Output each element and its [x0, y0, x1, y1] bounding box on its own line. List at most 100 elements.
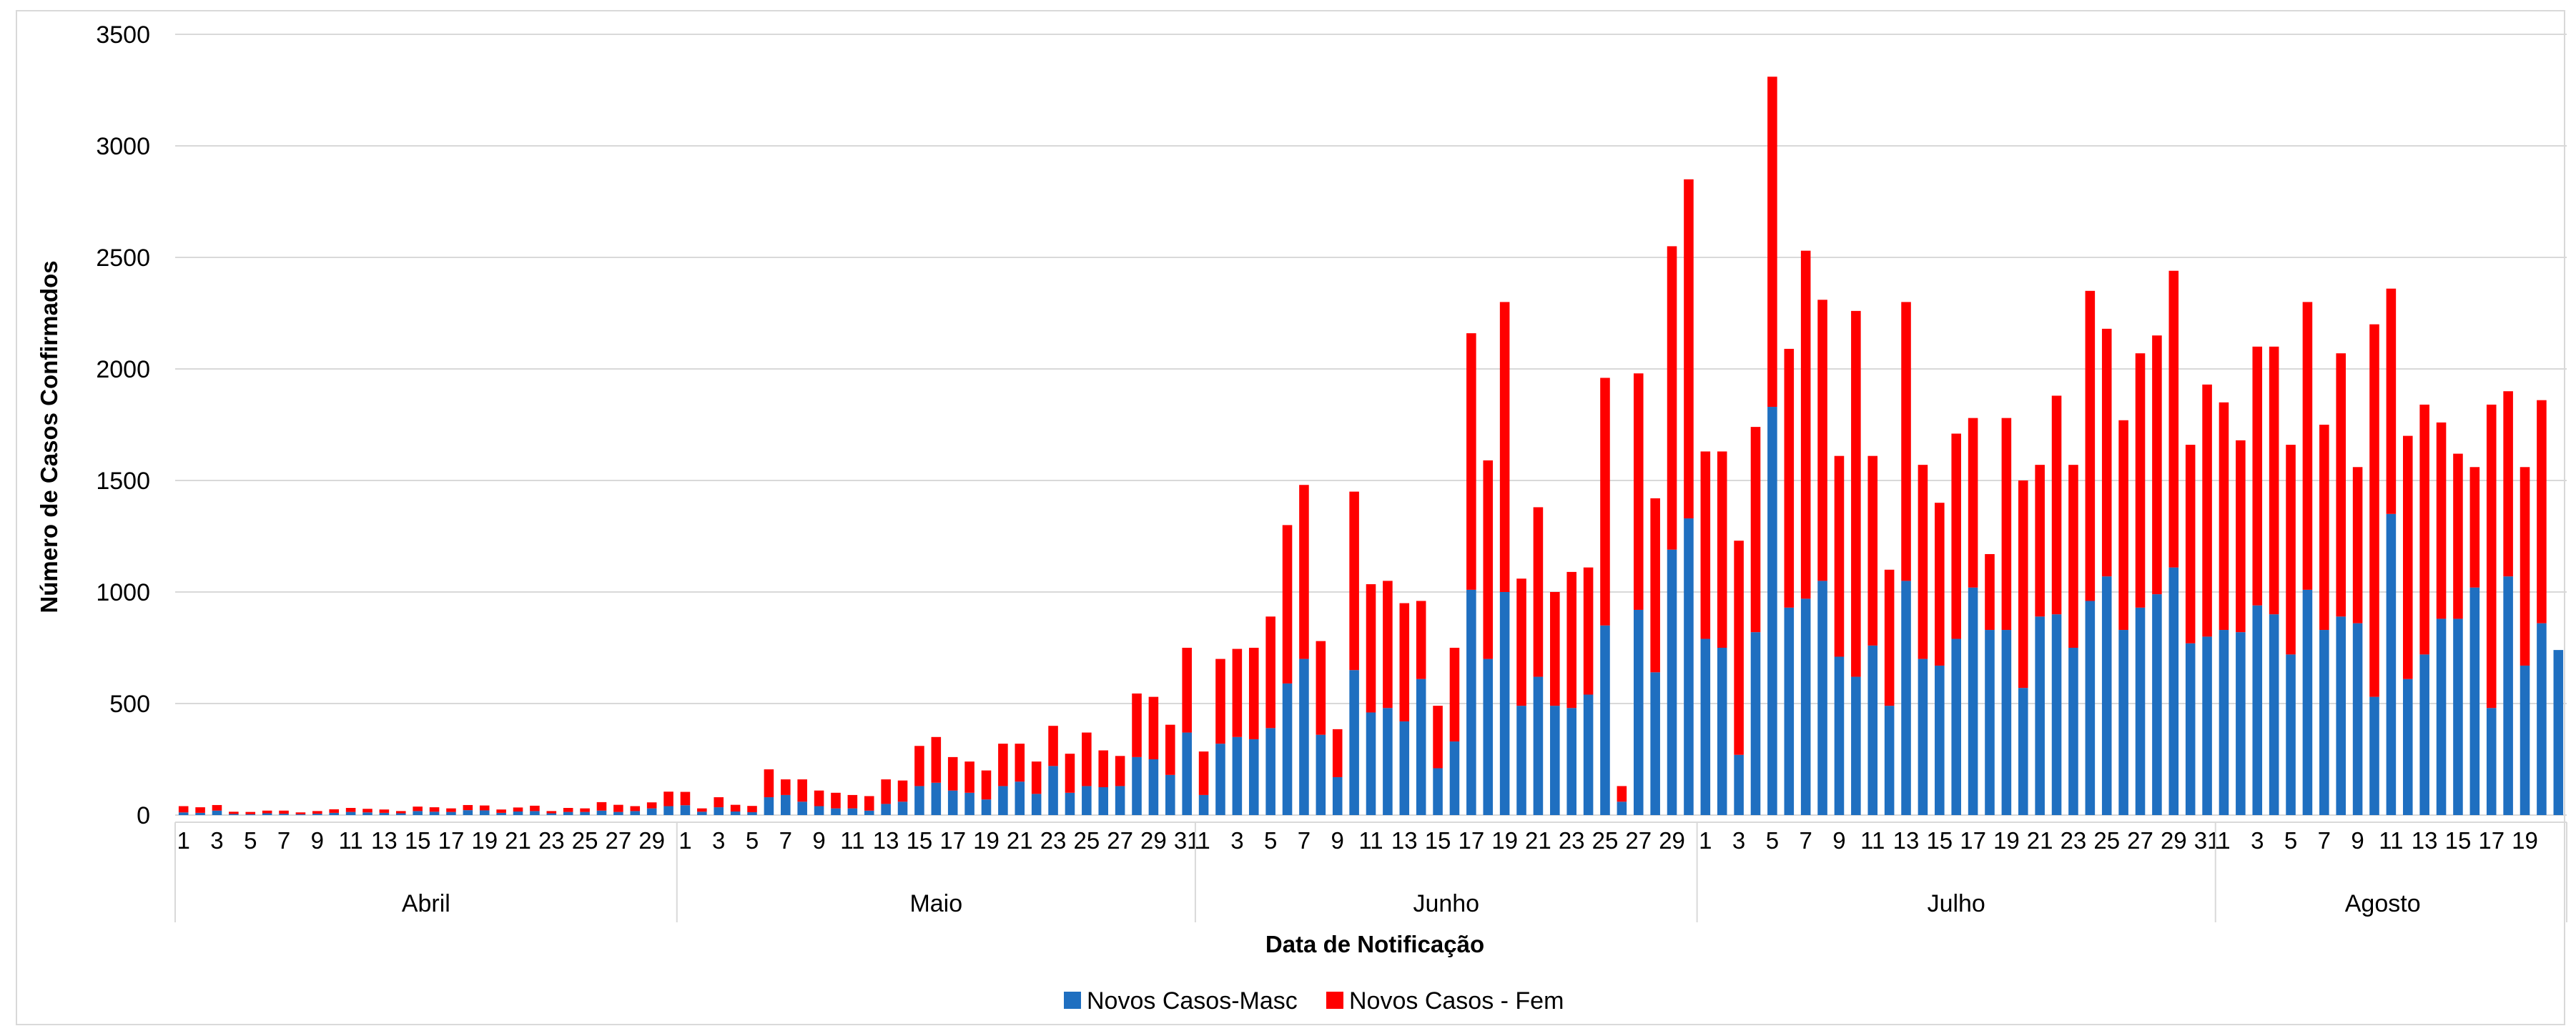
- bar-masc: [1717, 648, 1727, 815]
- bar-masc: [847, 808, 858, 815]
- x-tick-label: 11: [338, 827, 362, 854]
- bar-masc: [897, 801, 908, 815]
- x-tick-label: 1: [2217, 827, 2230, 854]
- bar-fem: [2402, 435, 2413, 679]
- bar-masc: [413, 811, 423, 815]
- bar-masc: [831, 808, 841, 815]
- x-tick-label: 9: [2351, 827, 2364, 854]
- x-tick-label: 29: [2161, 827, 2187, 854]
- bar-masc: [1015, 781, 1025, 815]
- bar-fem: [2436, 422, 2447, 619]
- bar-fem: [1483, 460, 1494, 659]
- bar-masc: [1198, 794, 1209, 815]
- bar-fem: [2419, 404, 2429, 655]
- bar-masc: [680, 805, 691, 815]
- bar-fem: [2386, 288, 2397, 514]
- bar-masc: [1282, 683, 1293, 815]
- bar-masc: [530, 811, 540, 815]
- y-axis-ticks: 0 500 1000 1500 2000 2500 3000 3500: [96, 21, 150, 829]
- bar-fem: [2068, 465, 2078, 648]
- bar-fem: [1366, 584, 1376, 713]
- bar-fem: [1700, 451, 1711, 639]
- x-tick-label: 5: [1264, 827, 1277, 854]
- x-tick-label: 7: [1800, 827, 1812, 854]
- bar-fem: [1684, 179, 1694, 519]
- bar-fem: [2319, 425, 2329, 631]
- x-tick-label: 17: [1960, 827, 1986, 854]
- bar-masc: [1750, 632, 1761, 815]
- bar-masc: [730, 812, 741, 815]
- x-tick-label: 31: [1174, 827, 1200, 854]
- bar-masc: [563, 812, 573, 815]
- bar-masc: [2051, 614, 2062, 815]
- bar-masc: [580, 812, 590, 815]
- bar-masc: [1299, 658, 1309, 815]
- bar-masc: [2453, 618, 2463, 815]
- bar-masc: [998, 786, 1008, 815]
- bar-masc: [1700, 638, 1711, 815]
- x-tick-label: 15: [1425, 827, 1451, 854]
- bar-masc: [1600, 625, 1610, 815]
- bar-masc: [1901, 581, 1911, 815]
- month-label: Abril: [402, 890, 450, 917]
- bar-fem: [195, 807, 205, 813]
- bar-fem: [781, 779, 791, 795]
- x-tick-label: 19: [471, 827, 498, 854]
- bar-masc: [345, 812, 356, 815]
- bar-masc: [596, 810, 607, 815]
- bar-masc: [1935, 665, 1945, 815]
- bar-fem: [2302, 302, 2313, 590]
- bar-masc: [1566, 708, 1576, 815]
- bar-fem: [1633, 373, 1644, 610]
- bar-masc: [1098, 787, 1109, 815]
- bar-masc: [864, 810, 874, 815]
- bar-fem: [580, 808, 590, 812]
- x-tick-label: 15: [1926, 827, 1953, 854]
- bar-fem: [747, 806, 757, 812]
- bar-fem: [546, 811, 557, 814]
- bar-fem: [1985, 553, 1995, 631]
- bar-fem: [2352, 467, 2363, 623]
- bar-fem: [1717, 451, 1727, 648]
- bar-fem: [1650, 498, 1660, 673]
- bar-masc: [2302, 589, 2313, 815]
- x-tick-label: 19: [973, 827, 1000, 854]
- bar-masc: [1516, 706, 1526, 815]
- bar-fem: [1299, 485, 1309, 659]
- bar-masc: [797, 801, 807, 815]
- bar-fem: [947, 756, 958, 791]
- bar-fem: [1600, 378, 1610, 626]
- bar-fem: [1232, 648, 1243, 737]
- y-tick-label: 1000: [96, 579, 150, 606]
- x-tick-label: 19: [1993, 827, 2020, 854]
- bar-fem: [730, 804, 741, 812]
- bar-fem: [596, 801, 607, 811]
- bar-masc: [2152, 594, 2162, 815]
- bar-fem: [1499, 302, 1510, 592]
- bar-masc: [2386, 513, 2397, 815]
- bar-masc: [229, 814, 239, 815]
- x-tick-label: 13: [2412, 827, 2438, 854]
- bar-masc: [1349, 670, 1359, 815]
- bar-fem: [1617, 786, 1627, 802]
- bar-fem: [1851, 310, 1861, 677]
- bar-masc: [2369, 696, 2379, 815]
- y-tick-label: 2500: [96, 245, 150, 272]
- bar-fem: [1667, 246, 1677, 550]
- bar-fem: [1031, 761, 1042, 794]
- bar-fem: [2185, 445, 2196, 643]
- bar-masc: [429, 812, 440, 815]
- bar-masc: [1483, 658, 1494, 815]
- bar-fem: [1215, 658, 1225, 744]
- bar-masc: [1048, 766, 1058, 815]
- bar-fem: [1466, 333, 1476, 590]
- y-tick-label: 0: [137, 802, 150, 829]
- bar-fem: [831, 792, 841, 809]
- x-tick-label: 11: [1860, 827, 1885, 854]
- bar-masc: [446, 812, 456, 815]
- bar-masc: [781, 794, 791, 815]
- bar-fem: [1784, 348, 1795, 608]
- bar-fem: [1834, 455, 1845, 657]
- bar-fem: [329, 809, 340, 813]
- bar-masc: [2286, 654, 2296, 815]
